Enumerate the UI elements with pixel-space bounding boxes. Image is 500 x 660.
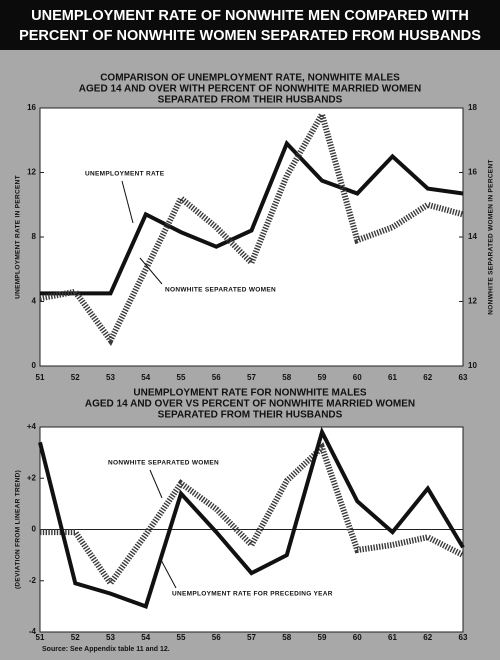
x-tick-label: 60 [353, 373, 362, 382]
line [40, 139, 464, 296]
x-tick-label: 62 [423, 373, 432, 382]
y2-tick-label: 12 [468, 297, 477, 306]
x-tick-label: 55 [177, 373, 186, 382]
series-label: NONWHITE SEPARATED WOMEN [165, 287, 276, 294]
page-title: PERCENT OF NONWHITE WOMEN SEPARATED FROM… [19, 28, 481, 44]
series-label: UNEMPLOYMENT RATE [85, 171, 165, 178]
x-tick-label: 54 [141, 633, 150, 642]
y-tick-label: 0 [32, 525, 37, 534]
x-tick-label: 61 [388, 373, 397, 382]
leader-line [139, 257, 163, 285]
x-tick-label: 52 [71, 633, 80, 642]
page-title: UNEMPLOYMENT RATE OF NONWHITE MEN COMPAR… [31, 8, 469, 24]
y-tick-label: 4 [32, 297, 37, 306]
chart-title: SEPARATED FROM THEIR HUSBANDS [158, 95, 343, 106]
y2-tick-label: 18 [468, 103, 477, 112]
x-tick-label: 58 [282, 633, 291, 642]
x-tick-label: 55 [177, 633, 186, 642]
y2-tick-label: 16 [468, 168, 477, 177]
x-tick-label: 51 [36, 373, 45, 382]
series-label: UNEMPLOYMENT RATE FOR PRECEDING YEAR [172, 591, 333, 598]
y-tick-label: 0 [32, 361, 37, 370]
x-tick-label: 59 [318, 373, 327, 382]
x-tick-label: 51 [36, 633, 45, 642]
line [38, 426, 465, 609]
x-tick-label: 53 [106, 633, 115, 642]
x-tick-label: 58 [282, 373, 291, 382]
y2-tick-label: 14 [468, 232, 477, 241]
x-tick-label: 63 [459, 633, 468, 642]
x-tick-label: 57 [247, 373, 256, 382]
x-tick-label: 60 [353, 633, 362, 642]
leader-line [159, 557, 177, 589]
chart-title: UNEMPLOYMENT RATE FOR NONWHITE MALES [133, 388, 366, 399]
chart-title: AGED 14 AND OVER WITH PERCENT OF NONWHIT… [79, 84, 421, 95]
hatched-line [39, 106, 464, 346]
header-band [0, 0, 500, 50]
x-tick-label: 61 [388, 633, 397, 642]
x-tick-label: 52 [71, 373, 80, 382]
y2-axis-label: NONWHITE SEPARATED WOMEN IN PERCENT [488, 159, 495, 314]
y-tick-label: +2 [27, 473, 37, 482]
y-tick-label: 8 [32, 232, 37, 241]
chart-title: SEPARATED FROM THEIR HUSBANDS [158, 410, 343, 421]
y2-tick-label: 10 [468, 361, 477, 370]
x-tick-label: 62 [423, 633, 432, 642]
series-label: NONWHITE SEPARATED WOMEN [108, 460, 219, 467]
leader-line [149, 469, 163, 499]
y-tick-label: +4 [27, 422, 37, 431]
y-tick-label: -2 [29, 576, 37, 585]
x-tick-label: 59 [318, 633, 327, 642]
y-tick-label: 12 [27, 168, 36, 177]
source: Source: See Appendix table 11 and 12. [42, 646, 170, 653]
x-tick-label: 63 [459, 373, 468, 382]
plot-area [39, 107, 464, 367]
x-tick-label: 54 [141, 373, 150, 382]
chart-title: AGED 14 AND OVER VS PERCENT OF NONWHITE … [85, 399, 415, 410]
y-tick-label: 16 [27, 103, 36, 112]
y-axis-label: (DEVIATION FROM LINEAR TREND) [15, 470, 22, 589]
y-axis-label: UNEMPLOYMENT RATE IN PERCENT [15, 175, 22, 299]
x-tick-label: 56 [212, 633, 221, 642]
y-tick-label: -4 [29, 627, 37, 636]
chart-title: COMPARISON OF UNEMPLOYMENT RATE, NONWHIT… [100, 73, 400, 84]
x-tick-label: 56 [212, 373, 221, 382]
leader-line [121, 180, 134, 224]
x-tick-label: 57 [247, 633, 256, 642]
x-tick-label: 53 [106, 373, 115, 382]
